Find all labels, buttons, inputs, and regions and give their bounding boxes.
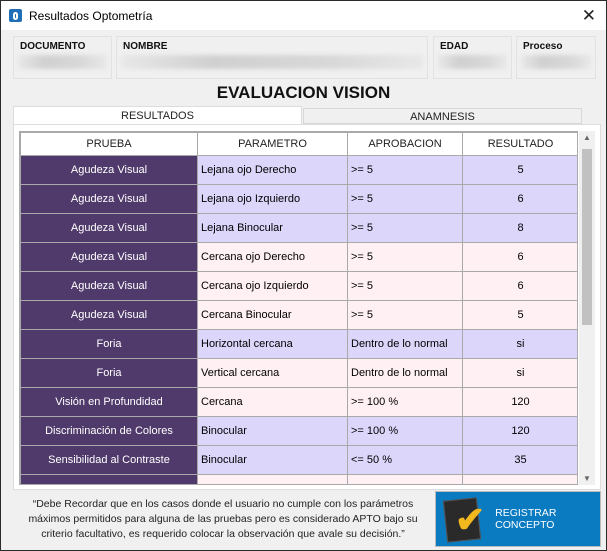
cell-parametro[interactable]: Horizontal cercana xyxy=(197,329,348,359)
cell-aprobacion[interactable]: >= 5 xyxy=(347,155,463,185)
cell-aprobacion[interactable]: >= 100 % xyxy=(347,416,463,446)
table-row[interactable]: Discriminación de Colores Binocular >= 100… xyxy=(20,416,577,446)
table-row[interactable]: Sensibilidad al Contraste Binocular <= 50 … xyxy=(20,445,577,475)
cell-prueba[interactable]: Agudeza Visual xyxy=(20,242,198,272)
cell-parametro[interactable]: Cercana ojo Derecho xyxy=(197,242,348,272)
cell-resultado[interactable]: 6 xyxy=(462,184,577,214)
nombre-label: NOMBRE xyxy=(123,41,168,52)
nombre-value-redacted xyxy=(121,55,423,69)
cell-aprobacion[interactable]: Dentro de lo normal xyxy=(347,358,463,388)
cell-parametro[interactable] xyxy=(197,474,348,484)
results-grid: PRUEBA PARAMETRO APROBACION RESULTADO Ag… xyxy=(19,131,578,485)
cell-prueba[interactable]: Foria xyxy=(20,358,198,388)
table-header: PRUEBA PARAMETRO APROBACION RESULTADO xyxy=(20,132,577,156)
documento-label: DOCUMENTO xyxy=(20,41,86,52)
cell-aprobacion[interactable]: <= 50 % xyxy=(347,445,463,475)
cell-parametro[interactable]: Cercana ojo Izquierdo xyxy=(197,271,348,301)
cell-aprobacion[interactable]: Dentro de lo normal xyxy=(347,329,463,359)
cell-prueba[interactable]: Visión en Profundidad xyxy=(20,387,198,417)
cell-aprobacion[interactable]: >= 5 xyxy=(347,242,463,272)
documento-value-redacted xyxy=(18,55,107,69)
nombre-field: NOMBRE xyxy=(116,36,428,79)
proceso-label: Proceso xyxy=(523,41,563,52)
cell-aprobacion[interactable]: >= 5 xyxy=(347,300,463,330)
cell-parametro[interactable]: Cercana xyxy=(197,387,348,417)
checklist-icon: ✔ xyxy=(441,495,485,543)
title-bar: Resultados Optometría ✕ xyxy=(1,1,606,30)
cell-parametro[interactable]: Binocular xyxy=(197,416,348,446)
cell-aprobacion[interactable]: >= 5 xyxy=(347,213,463,243)
proceso-value-redacted xyxy=(521,55,591,69)
cell-parametro[interactable]: Lejana ojo Izquierdo xyxy=(197,184,348,214)
table-row-partial[interactable] xyxy=(20,474,577,484)
cell-resultado[interactable]: si xyxy=(462,329,577,359)
cell-parametro[interactable]: Cercana Binocular xyxy=(197,300,348,330)
cell-resultado[interactable]: 6 xyxy=(462,242,577,272)
app-icon xyxy=(9,9,22,22)
cell-aprobacion[interactable]: >= 5 xyxy=(347,184,463,214)
cell-aprobacion[interactable]: >= 100 % xyxy=(347,387,463,417)
cell-prueba[interactable]: Sensibilidad al Contraste xyxy=(20,445,198,475)
edad-field: EDAD xyxy=(433,36,512,79)
cell-parametro[interactable]: Lejana ojo Derecho xyxy=(197,155,348,185)
cell-prueba[interactable]: Agudeza Visual xyxy=(20,271,198,301)
page-title: EVALUACION VISION xyxy=(216,83,391,102)
cell-parametro[interactable]: Vertical cercana xyxy=(197,358,348,388)
results-panel: PRUEBA PARAMETRO APROBACION RESULTADO Ag… xyxy=(13,124,601,490)
header-parametro[interactable]: PARAMETRO xyxy=(197,132,348,156)
cell-prueba[interactable]: Agudeza Visual xyxy=(20,213,198,243)
vertical-scrollbar[interactable]: ▲ ▼ xyxy=(579,131,595,485)
cell-resultado[interactable]: 5 xyxy=(462,300,577,330)
cell-resultado[interactable]: 6 xyxy=(462,271,577,301)
header-prueba[interactable]: PRUEBA xyxy=(20,132,198,156)
cell-aprobacion[interactable] xyxy=(347,474,463,484)
table-row[interactable]: Foria Horizontal cercana Dentro de lo norm… xyxy=(20,329,577,359)
cell-aprobacion[interactable]: >= 5 xyxy=(347,271,463,301)
cell-resultado[interactable]: 35 xyxy=(462,445,577,475)
cell-resultado[interactable] xyxy=(462,474,577,484)
edad-label: EDAD xyxy=(440,41,469,52)
cell-parametro[interactable]: Binocular xyxy=(197,445,348,475)
approval-note: “Debe Recordar que en los casos donde el… xyxy=(28,498,418,540)
cell-resultado[interactable]: si xyxy=(462,358,577,388)
cell-prueba[interactable]: Discriminación de Colores xyxy=(20,416,198,446)
table-row[interactable]: Visión en Profundidad Cercana >= 100 % 120 xyxy=(20,387,577,417)
cell-prueba[interactable] xyxy=(20,474,198,484)
cell-resultado[interactable]: 120 xyxy=(462,387,577,417)
scroll-down-icon[interactable]: ▼ xyxy=(583,474,591,483)
header-resultado[interactable]: RESULTADO xyxy=(462,132,577,156)
close-icon[interactable]: ✕ xyxy=(581,6,596,25)
cell-resultado[interactable]: 5 xyxy=(462,155,577,185)
tab-resultados[interactable]: RESULTADOS xyxy=(13,106,302,125)
documento-field: DOCUMENTO xyxy=(13,36,112,79)
cell-prueba[interactable]: Agudeza Visual xyxy=(20,184,198,214)
header-aprobacion[interactable]: APROBACION xyxy=(347,132,463,156)
cell-resultado[interactable]: 120 xyxy=(462,416,577,446)
tab-anamnesis[interactable]: ANAMNESIS xyxy=(303,108,582,124)
scrollbar-thumb[interactable] xyxy=(582,149,592,325)
registrar-concepto-label: REGISTRAR CONCEPTO xyxy=(495,507,557,531)
cell-resultado[interactable]: 8 xyxy=(462,213,577,243)
table-row[interactable]: Foria Vertical cercana Dentro de lo normal… xyxy=(20,358,577,388)
cell-prueba[interactable]: Agudeza Visual xyxy=(20,300,198,330)
registrar-concepto-button[interactable]: ✔ REGISTRAR CONCEPTO xyxy=(435,491,601,547)
scroll-up-icon[interactable]: ▲ xyxy=(583,133,591,142)
proceso-field: Proceso xyxy=(516,36,596,79)
window-title: Resultados Optometría xyxy=(29,8,153,23)
cell-prueba[interactable]: Agudeza Visual xyxy=(20,155,198,185)
cell-prueba[interactable]: Foria xyxy=(20,329,198,359)
cell-parametro[interactable]: Lejana Binocular xyxy=(197,213,348,243)
edad-value-redacted xyxy=(438,55,507,69)
